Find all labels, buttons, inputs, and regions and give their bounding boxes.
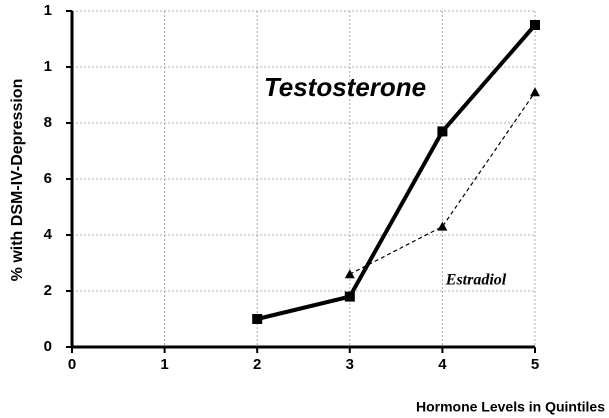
y-tick-label: 1 [44,2,52,19]
marker [437,126,448,137]
x-tick-label: 4 [438,356,447,373]
marker [344,291,355,302]
marker [530,20,540,30]
series-label: Estradiol [445,272,507,289]
marker [437,221,448,231]
y-tick-label: 8 [44,114,52,131]
x-tick-label: 1 [160,356,168,373]
x-tick-label: 2 [253,356,261,373]
x-tick-label: 5 [531,356,539,373]
x-tick-label: 3 [346,356,354,373]
y-tick-label: 1 [44,58,52,75]
marker [252,314,263,324]
series-label: Testosterone [264,72,426,102]
y-axis-label: % with DSM-IV-Depression [9,79,26,282]
series-line [349,91,536,275]
x-axis-label: Hormone Levels in Quintiles [416,399,605,415]
series-line [256,23,537,321]
marker [530,87,540,97]
y-tick-label: 4 [44,226,53,243]
marker [344,269,355,279]
y-tick-label: 0 [44,338,52,355]
y-tick-label: 2 [44,282,52,299]
x-tick-label: 0 [68,356,76,373]
y-tick-label: 6 [44,170,52,187]
